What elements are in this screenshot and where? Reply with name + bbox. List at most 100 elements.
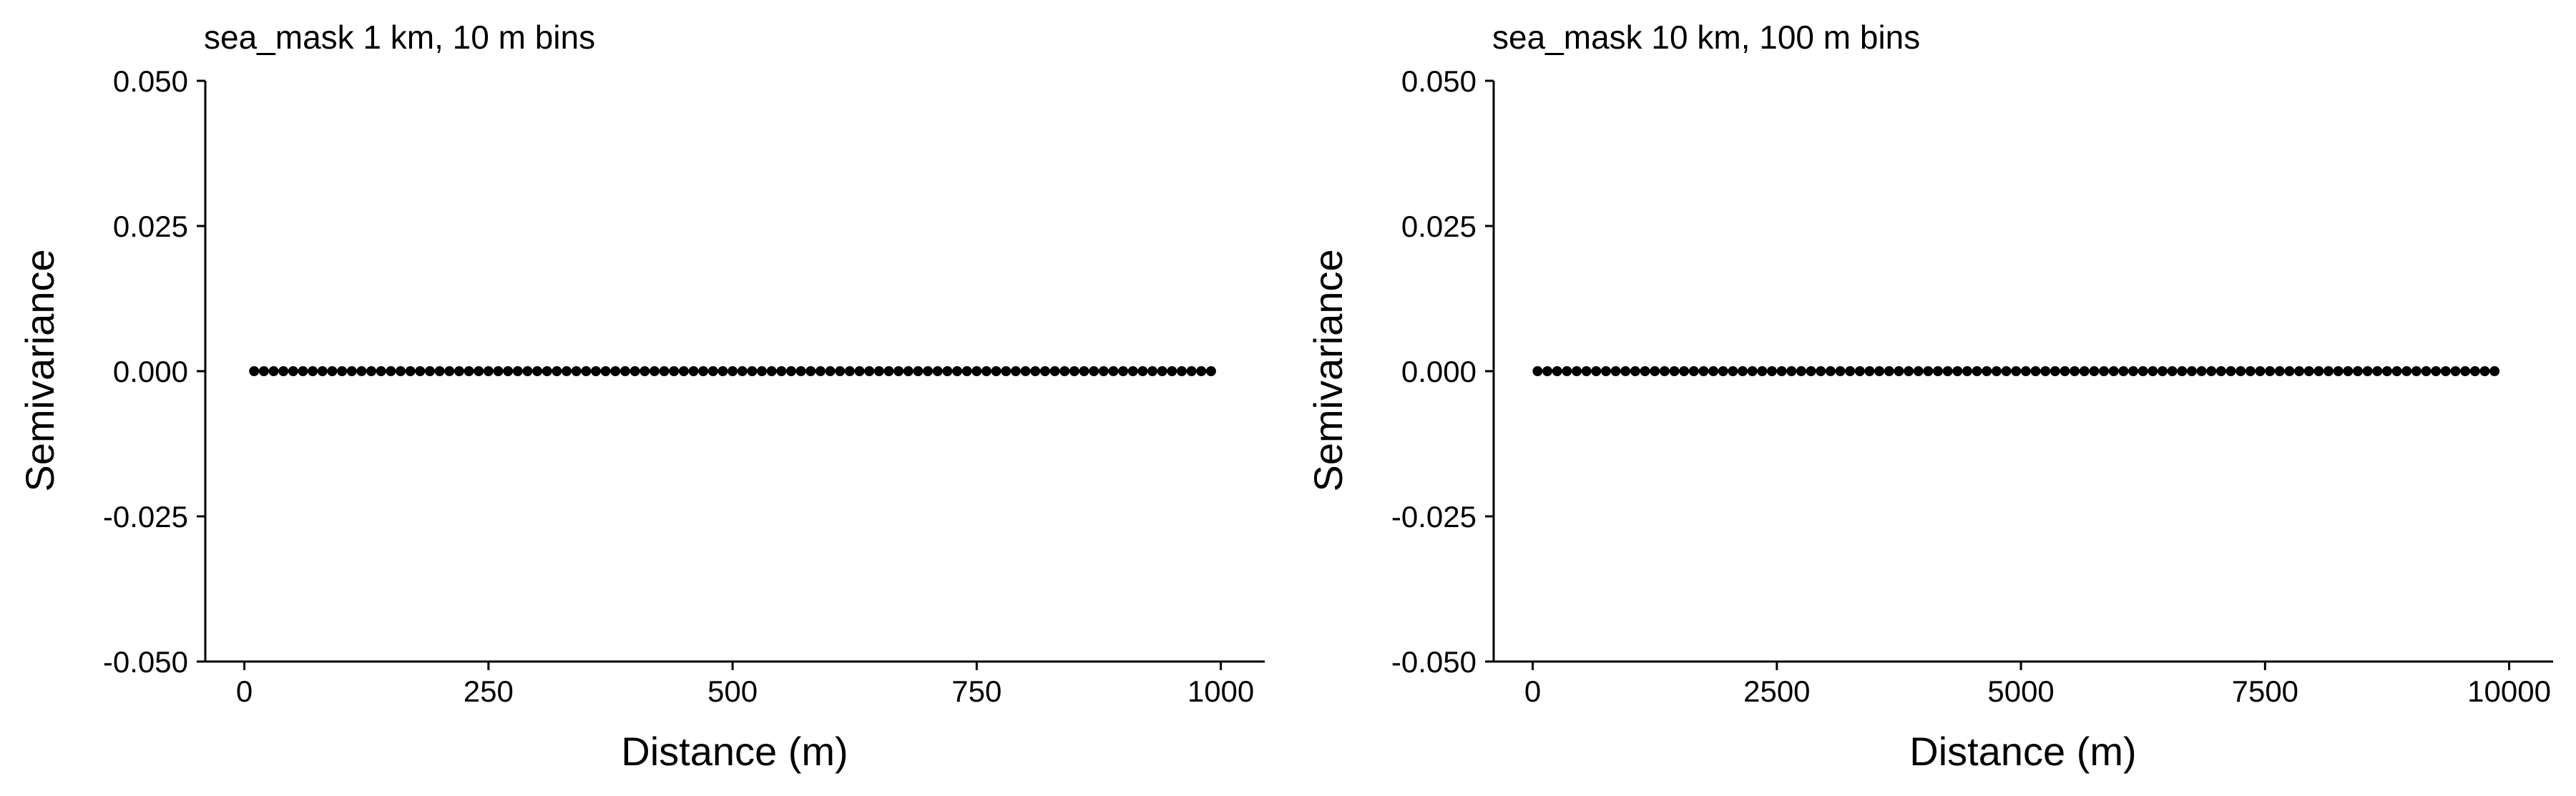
data-point [942,366,953,376]
data-point [2333,366,2344,376]
data-point [2196,366,2207,376]
data-point [2099,366,2110,376]
data-point [1962,366,1973,376]
data-point [2040,366,2051,376]
data-point [2265,366,2276,376]
data-point [1972,366,1982,376]
data-point [444,366,455,376]
data-point [424,366,435,376]
data-point [2128,366,2139,376]
x-axis-title: Distance (m) [621,729,848,774]
y-tick-label: 0.025 [1401,210,1476,243]
data-point [1757,366,1768,376]
data-point [805,366,816,376]
data-point [2206,366,2217,376]
data-point [2343,366,2354,376]
data-point [707,366,718,376]
data-point [1147,366,1158,376]
data-point [2186,366,2197,376]
data-point [2303,366,2314,376]
data-point [1659,366,1670,376]
data-point [1157,366,1167,376]
data-point [1679,366,1690,376]
data-point [1650,366,1660,376]
panel-right: sea_mask 10 km, 100 m bins Semivariance … [1306,19,2553,774]
data-point [522,366,533,376]
data-point [1610,366,1621,376]
x-tick-label: 5000 [1987,674,2054,708]
x-tick-label: 500 [707,674,758,708]
data-point [844,366,855,376]
data-point [1669,366,1680,376]
data-point [1825,366,1836,376]
data-point [1767,366,1778,376]
data-point [1089,366,1100,376]
data-point [2431,366,2442,376]
data-point [346,366,357,376]
x-axis-title: Distance (m) [1909,729,2136,774]
data-point [2020,366,2031,376]
x-tick-label: 250 [464,674,514,708]
data-point [1001,366,1012,376]
data-point [1991,366,2002,376]
data-point [405,366,416,376]
data-point [512,366,523,376]
data-point [1167,366,1177,376]
y-tick-label: -0.025 [1391,500,1476,534]
data-point [2137,366,2148,376]
data-point [2353,366,2364,376]
x-tick-label: 1000 [1187,674,1254,708]
panel-left: sea_mask 1 km, 10 m bins Semivariance Di… [17,19,1265,774]
data-point [1030,366,1041,376]
data-point [366,366,377,376]
data-point [1205,366,1216,376]
data-point [854,366,865,376]
panel-title: sea_mask 10 km, 100 m bins [1492,19,1920,56]
data-point [1572,366,1582,376]
x-tick-label: 2500 [1743,674,1810,708]
data-point [991,366,1001,376]
data-point [1127,366,1138,376]
data-point [1718,366,1728,376]
data-point [2070,366,2080,376]
y-ticks: 0.050 0.025 0.000 -0.025 -0.050 [103,64,205,679]
data-point [2060,366,2070,376]
data-point [288,366,298,376]
data-point [552,366,562,376]
data-point [454,366,464,376]
data-point [493,366,504,376]
data-point [571,366,582,376]
data-point [1059,366,1070,376]
data-point [2225,366,2236,376]
data-points [249,366,1216,376]
data-point [923,366,934,376]
data-point [678,366,689,376]
data-point [317,366,328,376]
y-tick-label: 0.000 [113,355,188,388]
data-point [1688,366,1699,376]
data-point [737,366,748,376]
data-point [873,366,884,376]
data-point [1923,366,1934,376]
x-tick-label: 0 [236,674,253,708]
x-ticks: 0 2500 5000 7500 10000 [1524,662,2551,708]
data-point [1933,366,1944,376]
data-point [1010,366,1021,376]
data-point [2411,366,2421,376]
axis-lines [1492,81,2553,663]
data-point [2489,366,2500,376]
data-point [1542,366,1553,376]
data-point [1904,366,1914,376]
data-point [1552,366,1562,376]
data-point [1581,366,1592,376]
data-point [1708,366,1719,376]
y-tick-label: 0.050 [113,64,188,98]
data-point [893,366,904,376]
data-point [376,366,386,376]
data-point [395,366,406,376]
y-tick-label: 0.025 [113,210,188,243]
data-point [1728,366,1738,376]
y-ticks: 0.050 0.025 0.000 -0.025 -0.050 [1391,64,1494,679]
data-point [1738,366,1748,376]
